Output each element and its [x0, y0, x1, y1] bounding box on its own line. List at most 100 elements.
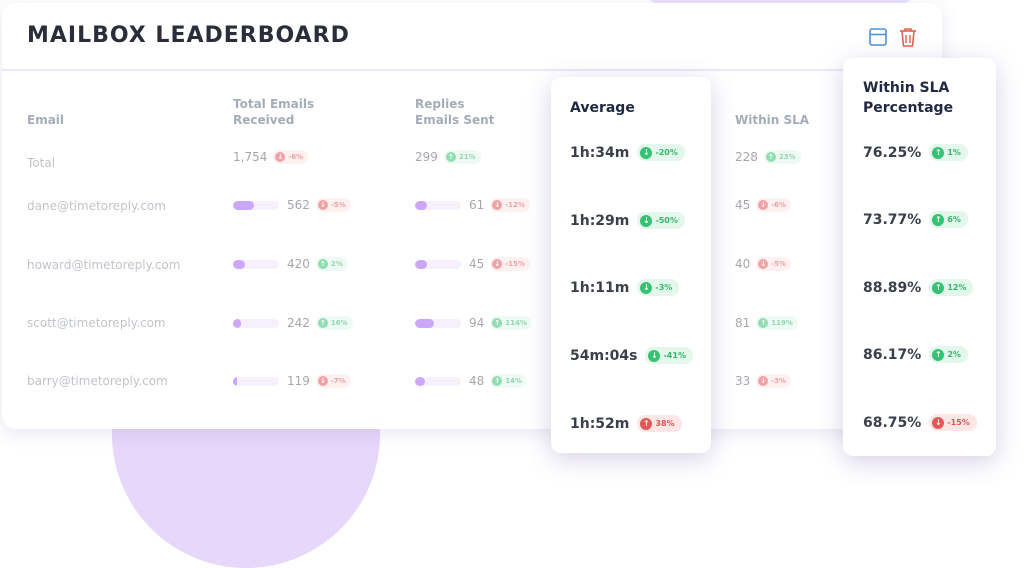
change-badge: ↓ -12%: [490, 198, 530, 212]
row-received-count: 562: [287, 198, 310, 212]
row-sent-count: 45: [469, 257, 485, 271]
progress-bar: [233, 259, 279, 269]
row-within: 33 ↓ -3%: [735, 374, 792, 388]
arrow-up-icon: ↑: [317, 318, 328, 328]
row-within: 40 ↓ -5%: [735, 257, 792, 271]
change-badge: ↓ -6%: [756, 198, 792, 212]
change-badge: ↑ 23%: [763, 150, 801, 164]
change-badge: ↑ 12%: [929, 279, 974, 296]
sla-percentage-value: 86.17% ↑ 2%: [863, 346, 968, 363]
change-badge: ↑ 16%: [315, 316, 353, 330]
average-value: 1h:11m ↓ -3%: [570, 279, 680, 296]
row-email: dane@timetoreply.com: [27, 199, 166, 213]
arrow-down-icon: ↓: [640, 281, 653, 294]
total-row-label: Total: [27, 156, 56, 170]
change-badge: ↑ 21%: [443, 150, 481, 164]
change-badge: ↓ -41%: [645, 347, 693, 364]
change-badge: ↑ 2%: [929, 346, 968, 363]
arrow-down-icon: ↓: [758, 376, 769, 386]
change-badge: ↓ -15%: [929, 414, 977, 431]
row-sent: 48 ↑ 14%: [415, 374, 528, 388]
col-header-sla-percentage: Within SLA Percentage: [863, 80, 954, 116]
trash-icon[interactable]: [898, 26, 918, 48]
arrow-up-icon: ↑: [492, 318, 503, 328]
row-within-count: 45: [735, 198, 751, 212]
arrow-up-icon: ↑: [492, 376, 503, 386]
total-received: 1,754 ↓ -6%: [233, 150, 309, 164]
row-received-count: 119: [287, 374, 310, 388]
sla-percentage-value: 73.77% ↑ 6%: [863, 211, 968, 228]
change-badge: ↓ -3%: [637, 279, 680, 296]
row-received-count: 242: [287, 316, 310, 330]
arrow-down-icon: ↓: [758, 200, 769, 210]
row-email: scott@timetoreply.com: [27, 316, 166, 330]
card-title: MAILBOX LEADERBOARD: [27, 23, 350, 48]
change-badge: ↓ -15%: [490, 257, 530, 271]
change-badge: ↓ -3%: [756, 374, 792, 388]
row-received: 119 ↓ -7%: [233, 374, 351, 388]
col-header-sent: Replies Emails Sent: [415, 97, 495, 127]
total-within-count: 228: [735, 150, 758, 164]
total-sent: 299 ↑ 21%: [415, 150, 481, 164]
change-badge: ↓ -50%: [637, 212, 685, 229]
progress-bar: [415, 318, 461, 328]
row-received: 242 ↑ 16%: [233, 316, 353, 330]
sla-percentage-value: 88.89% ↑ 12%: [863, 279, 974, 296]
progress-bar: [233, 200, 279, 210]
col-header-email: Email: [27, 113, 65, 127]
arrow-down-icon: ↓: [640, 214, 653, 227]
progress-bar: [415, 376, 461, 386]
arrow-down-icon: ↓: [640, 146, 653, 159]
total-sent-count: 299: [415, 150, 438, 164]
row-received: 562 ↓ -5%: [233, 198, 351, 212]
row-within-count: 40: [735, 257, 751, 271]
progress-bar: [415, 200, 461, 210]
arrow-down-icon: ↓: [758, 259, 769, 269]
average-value: 1h:29m ↓ -50%: [570, 212, 685, 229]
arrow-down-icon: ↓: [492, 259, 503, 269]
arrow-up-icon: ↑: [932, 146, 945, 159]
arrow-down-icon: ↓: [275, 152, 286, 162]
arrow-down-icon: ↓: [317, 376, 328, 386]
progress-bar: [415, 259, 461, 269]
change-badge: ↓ -20%: [637, 144, 685, 161]
row-sent: 45 ↓ -15%: [415, 257, 530, 271]
row-received-count: 420: [287, 257, 310, 271]
row-received: 420 ↑ 2%: [233, 257, 348, 271]
row-email: barry@timetoreply.com: [27, 374, 168, 388]
change-badge: ↑ 1%: [929, 144, 968, 161]
change-badge: ↑ 38%: [637, 415, 682, 432]
layout-icon[interactable]: [868, 26, 888, 48]
row-sent-count: 94: [469, 316, 485, 330]
row-email: howard@timetoreply.com: [27, 258, 181, 272]
average-column-card: Average 1h:34m ↓ -20% 1h:29m ↓ -50% 1h:11m…: [551, 77, 711, 453]
change-badge: ↑ 114%: [490, 316, 532, 330]
card-header: MAILBOX LEADERBOARD: [2, 3, 942, 71]
arrow-down-icon: ↓: [648, 349, 661, 362]
average-total: 1h:34m ↓ -20%: [570, 144, 685, 161]
arrow-up-icon: ↑: [932, 348, 945, 361]
col-header-average: Average: [570, 100, 635, 116]
arrow-up-icon: ↑: [640, 417, 653, 430]
arrow-up-icon: ↑: [758, 318, 769, 328]
change-badge: ↑ 119%: [756, 316, 798, 330]
average-value: 54m:04s ↓ -41%: [570, 347, 693, 364]
progress-bar: [233, 376, 279, 386]
sla-percentage-total: 76.25% ↑ 1%: [863, 144, 968, 161]
change-badge: ↓ -7%: [315, 374, 351, 388]
arrow-up-icon: ↑: [317, 259, 328, 269]
row-within: 81 ↑ 119%: [735, 316, 798, 330]
arrow-up-icon: ↑: [932, 281, 945, 294]
row-sent: 61 ↓ -12%: [415, 198, 530, 212]
arrow-down-icon: ↓: [932, 416, 945, 429]
arrow-down-icon: ↓: [317, 200, 328, 210]
leaderboard-card: MAILBOX LEADERBOARD: [2, 3, 942, 429]
change-badge: ↓ -5%: [756, 257, 792, 271]
row-within: 45 ↓ -6%: [735, 198, 792, 212]
change-badge: ↑ 6%: [929, 211, 968, 228]
arrow-up-icon: ↑: [765, 152, 776, 162]
col-header-within: Within SLA: [735, 113, 810, 127]
change-badge: ↓ -5%: [315, 198, 351, 212]
row-within-count: 81: [735, 316, 751, 330]
row-sent-count: 48: [469, 374, 485, 388]
